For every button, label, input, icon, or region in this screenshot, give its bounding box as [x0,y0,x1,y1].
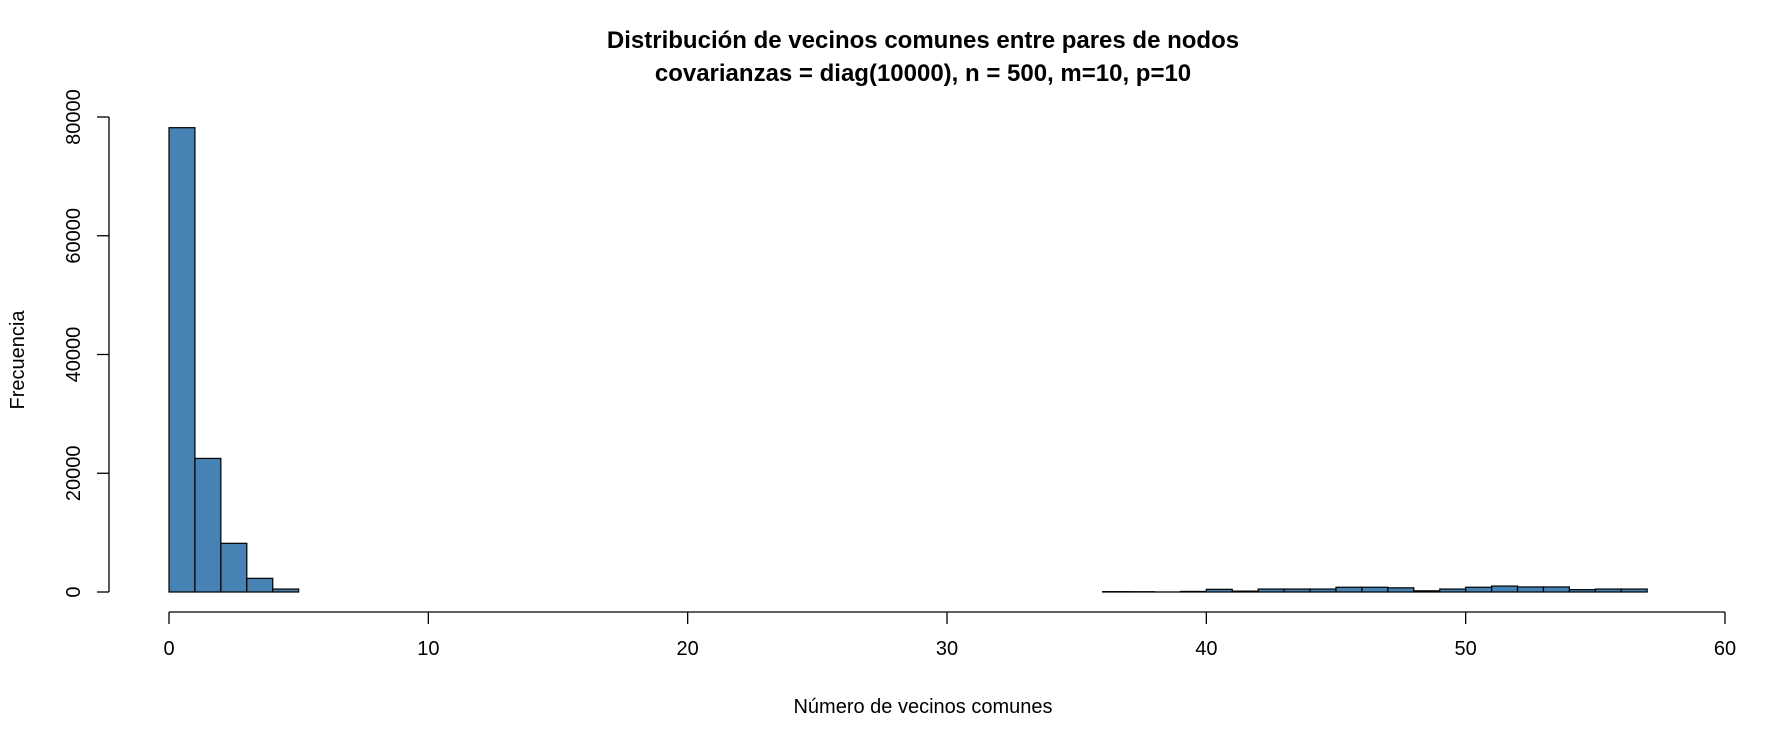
y-axis-label: Frecuencia [7,310,29,410]
histogram-bar [1594,588,1622,593]
y-axis: 0 20000 40000 60000 80000 [63,89,110,598]
y-tick-label: 40000 [63,327,85,383]
histogram-bar [246,577,274,593]
x-tick-label: 20 [677,638,699,660]
histogram-bars [168,127,1648,593]
histogram-bar [1361,586,1389,593]
histogram-bar [1387,587,1415,593]
histogram-bar [1413,590,1441,593]
x-tick-label: 0 [163,638,174,660]
histogram-bar [1542,586,1570,593]
chart-title: Distribución de vecinos comunes entre pa… [607,27,1239,54]
histogram-bar [1283,588,1311,593]
x-tick-label: 40 [1195,638,1217,660]
y-tick-label: 80000 [63,89,85,145]
chart-subtitle: covarianzas = diag(10000), n = 500, m=10… [655,60,1191,87]
histogram-bar [194,457,222,593]
x-axis-label: Número de vecinos comunes [793,696,1052,718]
histogram-bar [220,542,248,593]
histogram-bar [1309,588,1337,593]
histogram-bar [1205,588,1233,593]
x-axis: 0 10 20 30 40 50 60 [163,611,1736,660]
histogram-bar [1516,586,1545,593]
x-tick-label: 10 [417,638,439,660]
x-tick-label: 30 [936,638,958,660]
y-tick-label: 60000 [63,208,85,264]
x-tick-label: 50 [1455,638,1477,660]
histogram-bar [1231,590,1259,593]
histogram-bar [1257,588,1285,593]
x-tick-label: 60 [1714,638,1736,660]
histogram-bar [168,127,196,593]
histogram-bar [1490,585,1519,593]
y-tick-label: 0 [63,586,85,597]
histogram-bar [1335,586,1363,593]
histogram-bar [272,588,300,593]
histogram-bar [1439,588,1467,593]
histogram-bar [1179,590,1207,593]
histogram-bar [1465,586,1493,593]
y-tick-label: 20000 [63,445,85,501]
histogram-bar [1568,589,1596,593]
histogram-bar [1620,588,1648,593]
